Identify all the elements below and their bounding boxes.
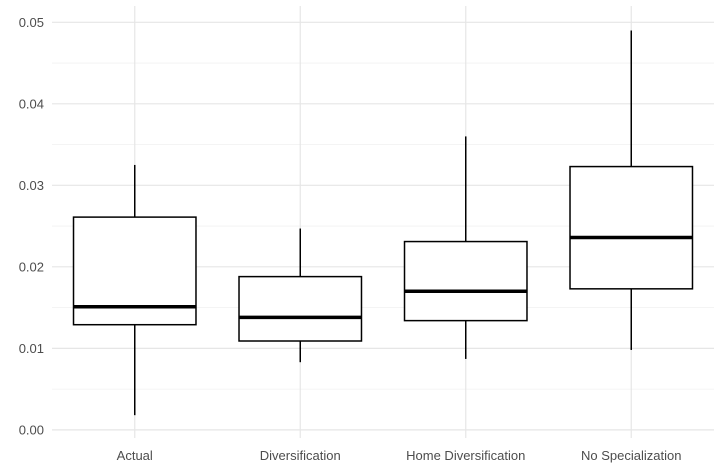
boxes: [72, 30, 694, 416]
x-tick-label: Home Diversification: [406, 448, 525, 463]
box-iqr: [403, 240, 528, 322]
x-tick-label: No Specialization: [581, 448, 681, 463]
box-group-2: [238, 228, 363, 363]
x-tick-label: Actual: [117, 448, 153, 463]
y-tick-label: 0.00: [19, 422, 44, 437]
box-group-4: [569, 30, 694, 350]
x-tick-label: Diversification: [260, 448, 341, 463]
y-tick-label: 0.03: [19, 178, 44, 193]
y-tick-label: 0.04: [19, 96, 44, 111]
y-tick-label: 0.01: [19, 341, 44, 356]
y-tick-label: 0.05: [19, 15, 44, 30]
box-iqr: [72, 216, 197, 326]
box-iqr: [238, 275, 363, 342]
x-axis-tick-labels: Actual Diversification Home Diversificatio…: [117, 448, 682, 463]
box-iqr: [569, 165, 694, 290]
box-group-3: [403, 136, 528, 359]
box-group-1: [72, 164, 197, 416]
y-tick-label: 0.02: [19, 259, 44, 274]
y-axis-tick-labels: 0.00 0.01 0.02 0.03 0.04 0.05: [19, 15, 44, 438]
